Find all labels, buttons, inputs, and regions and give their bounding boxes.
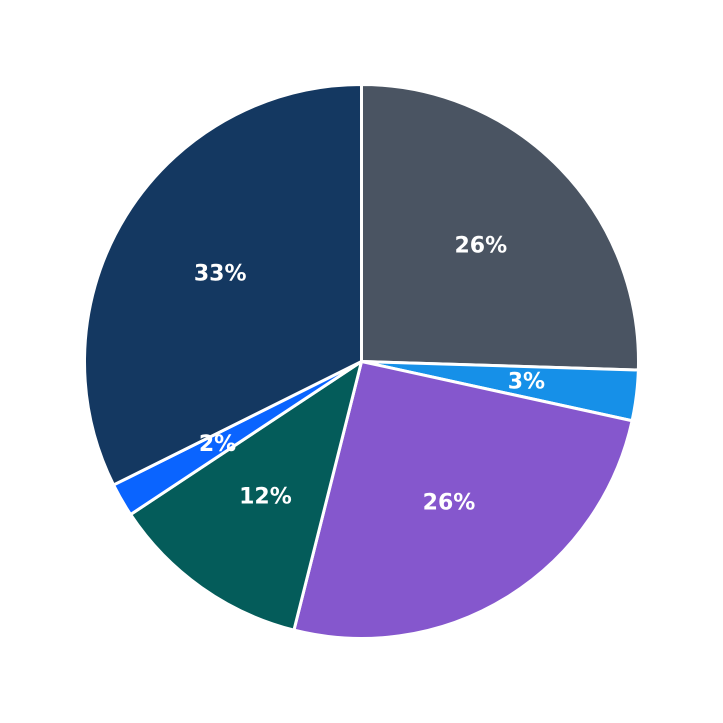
pie-slice-3 <box>129 360 363 632</box>
pie-slice-label-4: 2% <box>199 432 236 457</box>
pie-slice-2 <box>292 360 634 640</box>
pie-slice-label-0: 26% <box>454 233 507 258</box>
pie-slice-label-1: 3% <box>508 369 545 394</box>
pie-slice-0 <box>360 83 640 372</box>
pie-slice-label-5: 33% <box>194 262 247 287</box>
pie-slice-label-2: 26% <box>423 490 476 515</box>
slices-layer <box>83 83 640 640</box>
pie-slice-5 <box>83 83 363 487</box>
pie-slice-label-3: 12% <box>239 485 292 510</box>
labels-layer: 26% 3% 26% 12% 2% 33% <box>194 233 545 515</box>
